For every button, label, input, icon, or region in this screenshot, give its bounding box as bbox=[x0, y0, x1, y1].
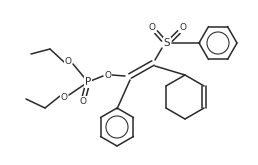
Text: O: O bbox=[149, 23, 156, 33]
Text: O: O bbox=[60, 93, 68, 101]
Text: P: P bbox=[85, 77, 91, 87]
Text: S: S bbox=[164, 38, 170, 48]
Text: O: O bbox=[79, 97, 86, 105]
Text: O: O bbox=[64, 56, 71, 66]
Text: O: O bbox=[180, 23, 187, 33]
Text: O: O bbox=[104, 70, 111, 80]
